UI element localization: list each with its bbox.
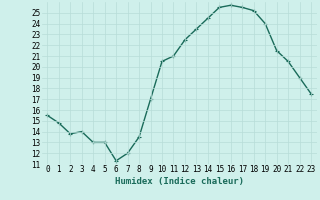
X-axis label: Humidex (Indice chaleur): Humidex (Indice chaleur) [115, 177, 244, 186]
